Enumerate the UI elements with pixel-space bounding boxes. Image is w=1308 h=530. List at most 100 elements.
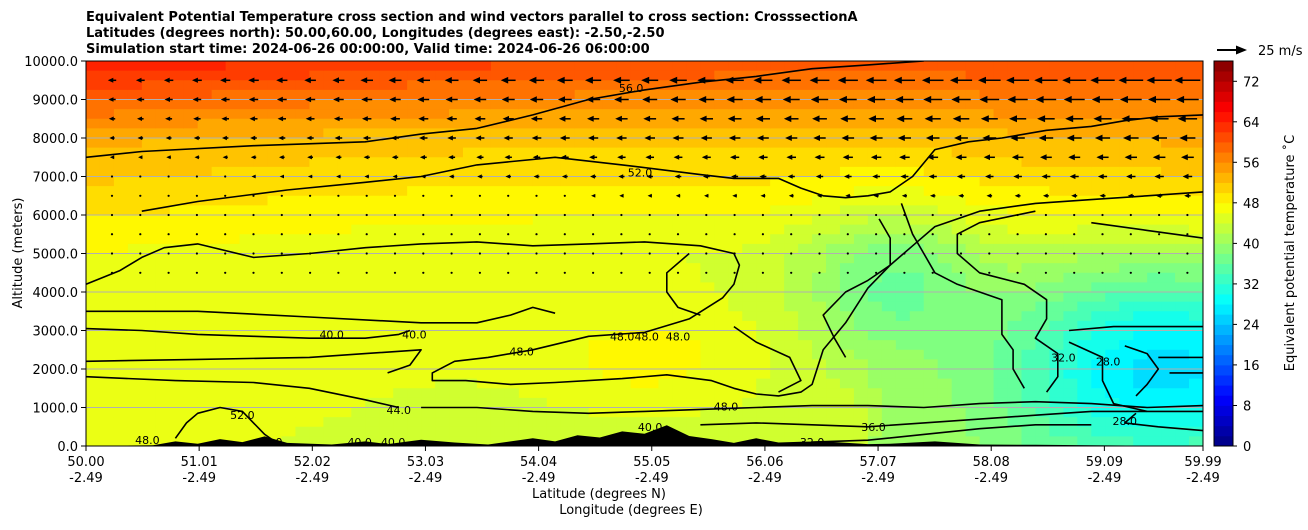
field-cell bbox=[588, 301, 604, 312]
field-cell bbox=[1049, 292, 1064, 303]
contour-label-group: 40.0 bbox=[319, 328, 344, 341]
field-cell bbox=[183, 176, 199, 187]
field-cell bbox=[853, 176, 869, 187]
field-cell bbox=[462, 263, 478, 274]
field-cell bbox=[1063, 89, 1078, 101]
field-cell bbox=[197, 388, 213, 399]
field-cell bbox=[113, 301, 129, 312]
field-cell bbox=[951, 397, 967, 409]
field-cell bbox=[546, 89, 562, 101]
field-cell bbox=[337, 215, 352, 226]
field-cell bbox=[421, 243, 436, 255]
field-cell bbox=[532, 147, 548, 158]
field-cell bbox=[546, 349, 562, 360]
x-tick-label-latitude: 51.01 bbox=[181, 455, 218, 470]
field-cell bbox=[421, 417, 436, 428]
field-cell bbox=[86, 301, 101, 312]
field-cell bbox=[86, 234, 101, 245]
field-cell bbox=[183, 80, 199, 91]
field-cell bbox=[686, 282, 701, 293]
field-cell bbox=[476, 378, 492, 389]
field-cell bbox=[379, 80, 394, 91]
wind-vector-head bbox=[1013, 174, 1019, 179]
field-cell bbox=[602, 426, 618, 437]
wind-vector-head bbox=[360, 77, 368, 84]
field-cell bbox=[86, 320, 101, 332]
field-cell bbox=[630, 109, 646, 120]
field-cell bbox=[225, 70, 241, 81]
field-cell bbox=[225, 417, 241, 428]
field-cell bbox=[630, 263, 646, 274]
field-cell bbox=[895, 109, 911, 120]
field-cell bbox=[1105, 426, 1120, 437]
wind-vector-head bbox=[1062, 76, 1071, 84]
field-cell bbox=[141, 157, 157, 168]
field-cell bbox=[826, 417, 841, 428]
field-cell bbox=[365, 205, 380, 216]
field-cell bbox=[1035, 80, 1051, 91]
wind-vector-head bbox=[698, 96, 707, 103]
field-cell bbox=[1119, 253, 1134, 264]
wind-vector bbox=[167, 233, 170, 236]
wind-vector-head bbox=[955, 154, 962, 161]
field-cell bbox=[1105, 138, 1120, 149]
field-cell bbox=[141, 128, 157, 139]
field-cell bbox=[1119, 89, 1134, 101]
field-cell bbox=[1161, 234, 1176, 245]
wind-vector-head bbox=[529, 96, 537, 103]
field-cell bbox=[239, 157, 255, 168]
field-cell bbox=[211, 147, 227, 158]
field-cell bbox=[881, 436, 897, 446]
wind-vector bbox=[676, 252, 680, 255]
field-cell bbox=[435, 70, 450, 81]
field-cell bbox=[644, 397, 660, 409]
field-cell bbox=[728, 330, 743, 341]
field-cell bbox=[1021, 243, 1037, 255]
field-cell bbox=[1007, 263, 1023, 274]
wind-vector bbox=[507, 252, 510, 255]
field-cell bbox=[812, 349, 827, 360]
field-cell bbox=[965, 166, 981, 178]
field-cell bbox=[393, 282, 408, 293]
field-cell bbox=[99, 301, 115, 312]
field-cell bbox=[1007, 61, 1023, 72]
field-cell bbox=[1063, 109, 1078, 120]
wind-vector bbox=[705, 271, 708, 274]
field-cell bbox=[742, 417, 757, 428]
field-cell bbox=[99, 70, 115, 81]
field-cell bbox=[155, 282, 171, 293]
field-cell bbox=[1021, 263, 1037, 274]
field-cell bbox=[532, 61, 548, 72]
field-cell bbox=[365, 118, 380, 129]
field-cell bbox=[197, 378, 213, 389]
field-cell bbox=[1119, 138, 1134, 149]
field-cell bbox=[812, 426, 827, 437]
wind-vector-head bbox=[1011, 154, 1019, 161]
field-cell bbox=[714, 176, 729, 187]
field-cell bbox=[756, 253, 771, 264]
field-cell bbox=[351, 349, 366, 360]
field-cell bbox=[798, 80, 813, 91]
field-cell bbox=[1119, 378, 1134, 389]
field-cell bbox=[770, 195, 785, 206]
field-cell bbox=[504, 224, 520, 235]
wind-vector bbox=[337, 252, 340, 255]
field-cell bbox=[476, 388, 492, 399]
field-cell bbox=[895, 89, 911, 101]
wind-vector-head bbox=[165, 135, 171, 141]
field-cell bbox=[490, 176, 506, 187]
field-cell bbox=[351, 311, 366, 322]
field-cell bbox=[1049, 301, 1064, 312]
field-cell bbox=[658, 195, 674, 206]
field-cell bbox=[1007, 292, 1023, 303]
field-cell bbox=[1105, 282, 1120, 293]
field-cell bbox=[1161, 378, 1176, 389]
wind-vector bbox=[733, 213, 736, 217]
field-cell bbox=[602, 253, 618, 264]
field-cell bbox=[951, 426, 967, 437]
field-cell bbox=[267, 369, 283, 380]
field-cell bbox=[1119, 99, 1134, 110]
field-cell bbox=[798, 292, 813, 303]
field-cell bbox=[756, 109, 771, 120]
field-cell bbox=[1049, 70, 1064, 81]
